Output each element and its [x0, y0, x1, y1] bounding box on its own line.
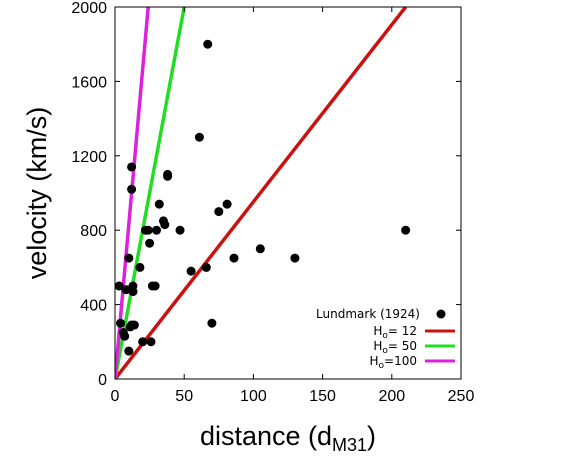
data-point [290, 253, 300, 263]
data-point [163, 171, 173, 181]
data-points [114, 39, 411, 356]
data-point [207, 318, 217, 328]
fit-line-h12 [115, 7, 408, 379]
data-point [201, 262, 211, 272]
data-point [124, 253, 134, 263]
axis-ticks: 0 50 100 150 200 250 0 400 800 1200 1600 2000 [71, 0, 474, 405]
data-point [401, 225, 411, 235]
data-point [129, 320, 139, 330]
x-tick-label: 100 [240, 388, 267, 405]
data-point [152, 225, 162, 235]
data-point [214, 207, 224, 217]
x-axis-title: distance (dM31) [200, 421, 376, 455]
y-tick-label: 400 [80, 298, 107, 315]
data-point [127, 184, 137, 194]
data-point [145, 238, 155, 248]
data-point [146, 337, 156, 347]
y-tick-label: 2000 [71, 0, 107, 17]
data-point [255, 244, 265, 254]
data-point [135, 262, 145, 272]
data-point [127, 162, 137, 172]
data-point [160, 220, 170, 230]
y-tick-label: 0 [98, 372, 107, 389]
x-tick-label: 0 [111, 388, 120, 405]
data-point [143, 225, 153, 235]
x-tick-label: 200 [378, 388, 405, 405]
plot-frame [114, 6, 462, 380]
fit-line-h50 [115, 7, 186, 379]
legend: Lundmark (1924) Ho= 12 Ho= 50 Ho=100 [316, 307, 455, 371]
data-point [114, 281, 124, 291]
data-point [203, 39, 213, 49]
x-tick-label: 50 [175, 388, 193, 405]
data-point [150, 281, 160, 291]
data-point [222, 199, 232, 209]
data-point [138, 337, 148, 347]
data-point [175, 225, 185, 235]
y-tick-label: 1600 [71, 74, 107, 91]
legend-label-lundmark: Lundmark (1924) [316, 307, 420, 321]
data-point [120, 331, 130, 341]
data-point [121, 285, 131, 295]
data-point [124, 346, 134, 356]
data-point [186, 266, 196, 276]
y-axis-title: velocity (km/s) [22, 107, 52, 280]
data-point [194, 132, 204, 142]
data-point [116, 318, 126, 328]
x-tick-label: 250 [448, 388, 475, 405]
data-point [128, 287, 138, 297]
data-point [154, 199, 164, 209]
data-point [229, 253, 239, 263]
y-tick-label: 1200 [71, 149, 107, 166]
legend-label-h100: Ho=100 [369, 354, 417, 371]
y-tick-label: 800 [80, 223, 107, 240]
legend-label-h50: Ho= 50 [373, 339, 417, 356]
legend-marker-lundmark [436, 309, 446, 319]
legend-label-h12: Ho= 12 [373, 324, 417, 341]
fit-lines [115, 7, 408, 379]
x-tick-label: 150 [309, 388, 336, 405]
